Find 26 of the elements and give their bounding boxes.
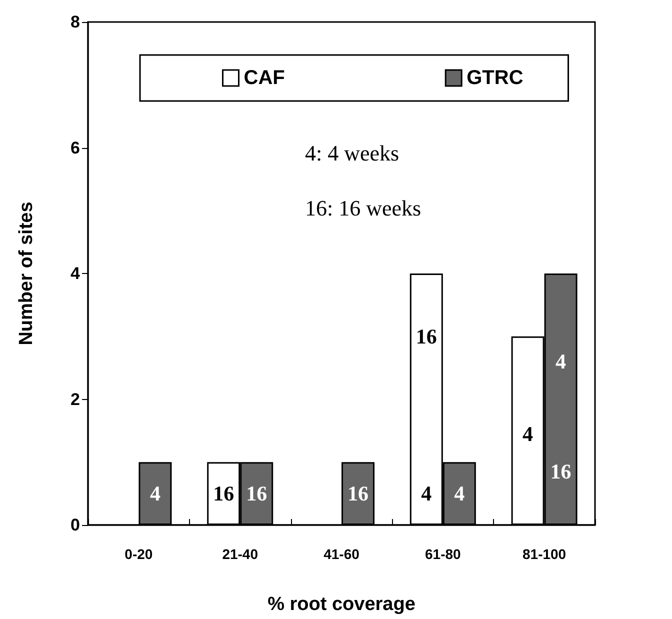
annotation: 4 <box>556 350 567 374</box>
x-tick-label: 0-20 <box>124 546 153 562</box>
annotation: 4 <box>522 422 534 446</box>
annotation: 4 <box>421 482 432 506</box>
y-tick-label: 2 <box>70 390 80 409</box>
annotation: 16: 16 weeks <box>305 196 422 220</box>
annotation: 16 <box>213 482 234 506</box>
y-tick-label: 0 <box>70 516 80 534</box>
x-tick-label: 21-40 <box>222 546 258 562</box>
x-axis-title: % root coverage <box>268 594 416 615</box>
y-axis-title: Number of sites <box>16 202 37 346</box>
annotation: 4 <box>454 482 466 506</box>
annotation: 4 <box>150 482 161 506</box>
x-tick-label: 41-60 <box>324 546 360 562</box>
annotation: 16 <box>246 482 268 506</box>
legend-label: CAF <box>244 67 285 89</box>
y-tick-label: 8 <box>70 12 80 32</box>
y-tick-label: 6 <box>70 138 80 158</box>
annotation: 16 <box>416 324 437 348</box>
legend-label: GTRC <box>466 67 524 89</box>
x-tick-label: 61-80 <box>424 546 462 562</box>
annotation: 16 <box>550 460 572 484</box>
annotation: 16 <box>348 482 368 506</box>
y-tick-label: 4 <box>70 264 81 283</box>
annotation: 4: 4 weeks <box>305 140 400 166</box>
x-tick-label: 81-100 <box>522 546 566 562</box>
